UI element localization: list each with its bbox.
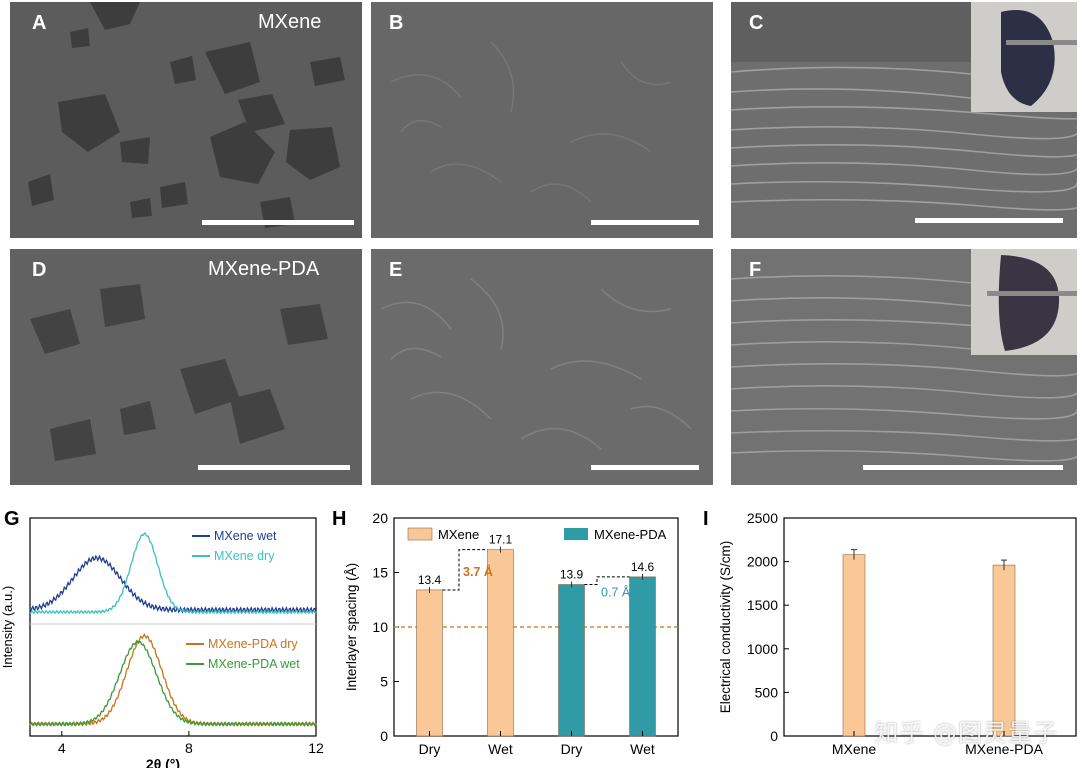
panel-d-sem-mxene-pda: D MXene-PDA xyxy=(10,249,362,485)
series-line xyxy=(29,554,317,615)
x-tick-label: Dry xyxy=(419,741,441,757)
bar xyxy=(992,564,1016,737)
panel-letter-f: F xyxy=(749,259,762,281)
scale-bar xyxy=(202,220,354,225)
y-tick-label: 5 xyxy=(380,674,388,690)
legend-label: MXene-PDA xyxy=(594,527,667,542)
x-axis-label: 2θ (°) xyxy=(146,756,180,768)
x-tick-label: 4 xyxy=(58,740,66,756)
panel-b-sem-surface: B xyxy=(371,2,713,238)
panel-letter-d: D xyxy=(32,259,47,281)
y-axis-label: Interlayer spacing (Å) xyxy=(344,563,359,691)
y-axis-label: Electrical conductivity (S/cm) xyxy=(718,541,733,714)
legend-swatch xyxy=(407,527,433,541)
scale-bar xyxy=(591,220,699,225)
xrd-chart: 4 8 12 2θ (°) Intensity (a.u.) MXene wet MXene… xyxy=(0,517,324,768)
difference-bracket xyxy=(442,549,488,591)
mxene-pda-flakes-image xyxy=(10,249,362,485)
bar xyxy=(416,589,443,737)
bar xyxy=(842,554,866,737)
legend-label: MXene xyxy=(438,527,479,542)
bar xyxy=(487,549,514,737)
y-tick-label: 10 xyxy=(372,619,388,635)
panel-letter-h: H xyxy=(332,508,347,530)
film-surface-image xyxy=(371,2,713,238)
y-tick-label: 20 xyxy=(372,510,388,526)
electrical-conductivity-chart: 0 500 1000 1500 2000 2500 Electrical conductiv… xyxy=(718,510,1077,757)
x-tick-label: 8 xyxy=(185,740,193,756)
difference-label: 0.7 Å xyxy=(601,584,631,599)
plot-frame xyxy=(783,517,1077,737)
panel-a-sem-mxene: A MXene xyxy=(10,2,362,238)
y-axis-label: Intensity (a.u.) xyxy=(0,586,15,668)
difference-label: 3.7 Å xyxy=(463,564,493,579)
y-tick-label: 1000 xyxy=(747,641,778,657)
y-tick-label: 500 xyxy=(755,684,779,700)
legend-swatch xyxy=(564,528,588,540)
film-surface-image xyxy=(371,249,713,485)
bar xyxy=(558,584,585,737)
panel-letter-b: B xyxy=(389,12,404,34)
bar-value-label: 13.9 xyxy=(560,567,584,581)
photo-inset-film-held-by-tweezers xyxy=(971,2,1077,112)
panel-letter-e: E xyxy=(389,259,403,281)
x-tick-label: MXene xyxy=(832,741,877,757)
y-tick-label: 2500 xyxy=(747,510,778,526)
x-tick-label: Wet xyxy=(630,741,655,757)
y-tick-label: 2000 xyxy=(747,554,778,570)
panel-f-cross-section: F xyxy=(731,249,1077,485)
scale-bar xyxy=(863,465,1063,470)
bar-value-label: 17.1 xyxy=(489,533,513,547)
interlayer-spacing-chart: 0 5 10 15 20 Interlayer spacing (Å) 13.4 Dry 17.… xyxy=(344,510,679,757)
watermark: 知乎 @图灵量子 xyxy=(874,719,1058,747)
bar xyxy=(629,576,656,737)
panel-e-sem-surface: E xyxy=(371,249,713,485)
x-tick-label: Dry xyxy=(561,741,583,757)
difference-bracket xyxy=(584,576,630,585)
x-tick-label: 12 xyxy=(308,740,324,756)
y-tick-label: 0 xyxy=(770,728,778,744)
mxene-flakes-image xyxy=(10,2,362,238)
legend-label: MXene wet xyxy=(214,529,277,543)
photo-inset-film-held-by-tweezers xyxy=(971,249,1077,355)
series-line xyxy=(29,639,317,727)
panel-d-label: MXene-PDA xyxy=(208,258,320,280)
panel-letter-a: A xyxy=(32,12,47,34)
legend-label: MXene dry xyxy=(214,549,275,563)
x-tick-label: Wet xyxy=(488,741,513,757)
x-tick-label: MXene-PDA xyxy=(965,741,1043,757)
y-tick-label: 15 xyxy=(372,565,388,581)
legend-label: MXene-PDA wet xyxy=(208,657,300,671)
series-line xyxy=(29,532,317,615)
y-tick-label: 1500 xyxy=(747,597,778,613)
panel-letter-g: G xyxy=(4,508,20,530)
panel-letter-i: I xyxy=(703,508,709,530)
plot-frame xyxy=(29,517,317,737)
panel-c-cross-section: C xyxy=(731,2,1077,238)
scale-bar xyxy=(198,465,350,470)
scale-bar xyxy=(591,465,699,470)
scale-bar xyxy=(915,218,1063,223)
panel-a-label: MXene xyxy=(258,11,322,33)
y-tick-label: 0 xyxy=(380,728,388,744)
bar-value-label: 13.4 xyxy=(418,573,442,587)
bar-value-label: 14.6 xyxy=(631,560,655,574)
panel-letter-c: C xyxy=(749,12,764,34)
legend-label: MXene-PDA dry xyxy=(208,637,298,651)
